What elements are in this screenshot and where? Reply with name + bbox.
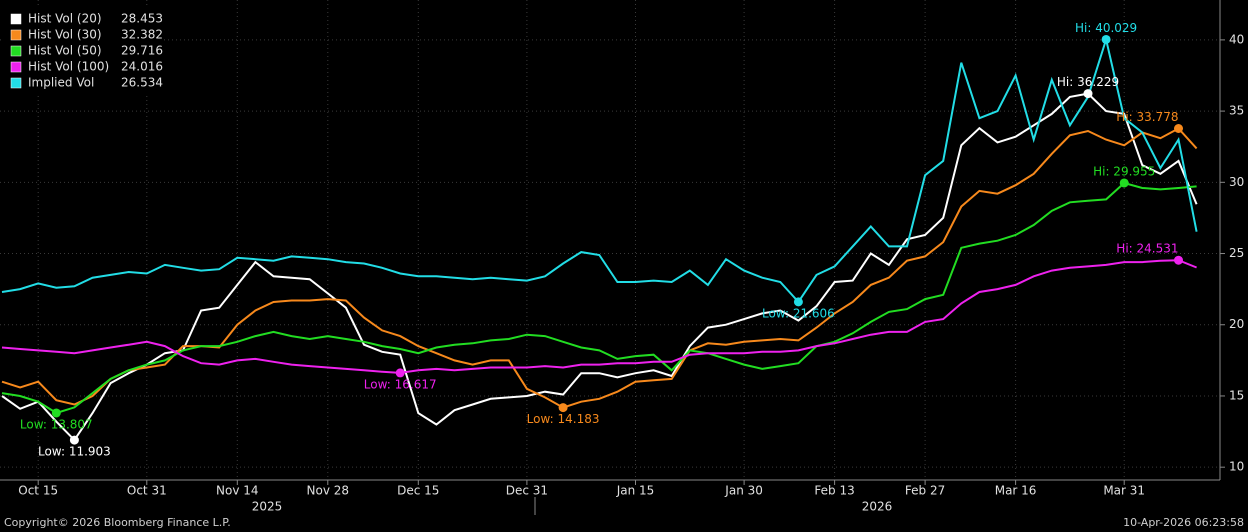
legend-swatch <box>10 61 22 73</box>
x-tick-label: Jan 15 <box>616 484 655 498</box>
y-tick-label: 40 <box>1229 32 1244 46</box>
annotation-label: Low: 11.903 <box>38 445 111 459</box>
annotation-label: Low: 14.183 <box>527 412 600 426</box>
annotation-marker <box>69 435 79 445</box>
x-tick-label: Oct 15 <box>18 484 58 498</box>
annotation-label: Hi: 24.531 <box>1116 242 1178 256</box>
x-tick-label: Dec 31 <box>506 484 548 498</box>
annotation-marker <box>558 403 568 413</box>
legend-swatch <box>10 13 22 25</box>
timestamp: 10-Apr-2026 06:23:58 <box>1123 516 1244 529</box>
annotation-label: Hi: 40.029 <box>1075 21 1137 35</box>
y-tick-label: 25 <box>1229 246 1244 260</box>
x-tick-label: Dec 15 <box>397 484 439 498</box>
x-tick-label: Mar 16 <box>995 484 1037 498</box>
y-tick-label: 20 <box>1229 317 1244 331</box>
series-line <box>1 259 1197 374</box>
x-tick-label: Feb 27 <box>905 484 945 498</box>
x-tick-label: Oct 31 <box>127 484 167 498</box>
y-tick-label: 10 <box>1229 460 1244 474</box>
series-line <box>1 35 1198 304</box>
annotation-marker <box>793 297 803 307</box>
legend-value: 32.382 <box>121 28 163 42</box>
year-label: 2025 <box>252 500 283 514</box>
annotation-marker <box>1174 124 1183 134</box>
annotation-marker <box>1083 89 1093 99</box>
year-label: 2026 <box>862 500 893 514</box>
annotation-label: Hi: 36.229 <box>1057 75 1119 89</box>
x-tick-label: Mar 31 <box>1103 484 1145 498</box>
x-tick-label: Jan 30 <box>724 484 763 498</box>
legend-label: Implied Vol <box>28 76 94 90</box>
legend-background <box>4 8 164 94</box>
annotation-label: Hi: 29.955 <box>1093 164 1155 178</box>
legend-value: 24.016 <box>121 60 163 74</box>
y-tick-label: 35 <box>1229 104 1244 118</box>
x-tick-label: Feb 13 <box>814 484 854 498</box>
x-tick-label: Nov 28 <box>307 484 350 498</box>
series-line <box>1 92 1198 442</box>
legend-value: 29.716 <box>121 44 163 58</box>
annotation-label: Low: 21.606 <box>762 306 835 320</box>
annotation-label: Hi: 33.778 <box>1116 110 1178 124</box>
legend-label: Hist Vol (20) <box>28 12 102 26</box>
legend-swatch <box>10 45 22 57</box>
legend-value: 28.453 <box>121 12 163 26</box>
legend: Hist Vol (20) 28.453 Hist Vol (30) 32.382 Hi… <box>4 8 164 94</box>
y-tick-label: 15 <box>1229 388 1244 402</box>
copyright: Copyright© 2026 Bloomberg Finance L.P. <box>4 516 231 529</box>
annotation-marker <box>1119 178 1129 188</box>
legend-value: 26.534 <box>121 76 163 90</box>
x-tick-label: Nov 14 <box>216 484 259 498</box>
legend-label: Hist Vol (30) <box>28 28 102 42</box>
y-tick-label: 30 <box>1229 175 1244 189</box>
annotation-marker <box>395 368 405 378</box>
annotation-label: Low: 13.807 <box>20 417 93 431</box>
annotation-marker <box>1174 255 1183 265</box>
legend-swatch <box>10 77 22 89</box>
legend-label: Hist Vol (50) <box>28 44 102 58</box>
annotation-label: Low: 16.617 <box>364 377 437 391</box>
annotation-marker <box>51 408 61 418</box>
series-line <box>1 181 1197 415</box>
legend-swatch <box>10 29 22 41</box>
legend-label: Hist Vol (100) <box>28 60 109 74</box>
annotation-marker <box>1101 34 1111 44</box>
